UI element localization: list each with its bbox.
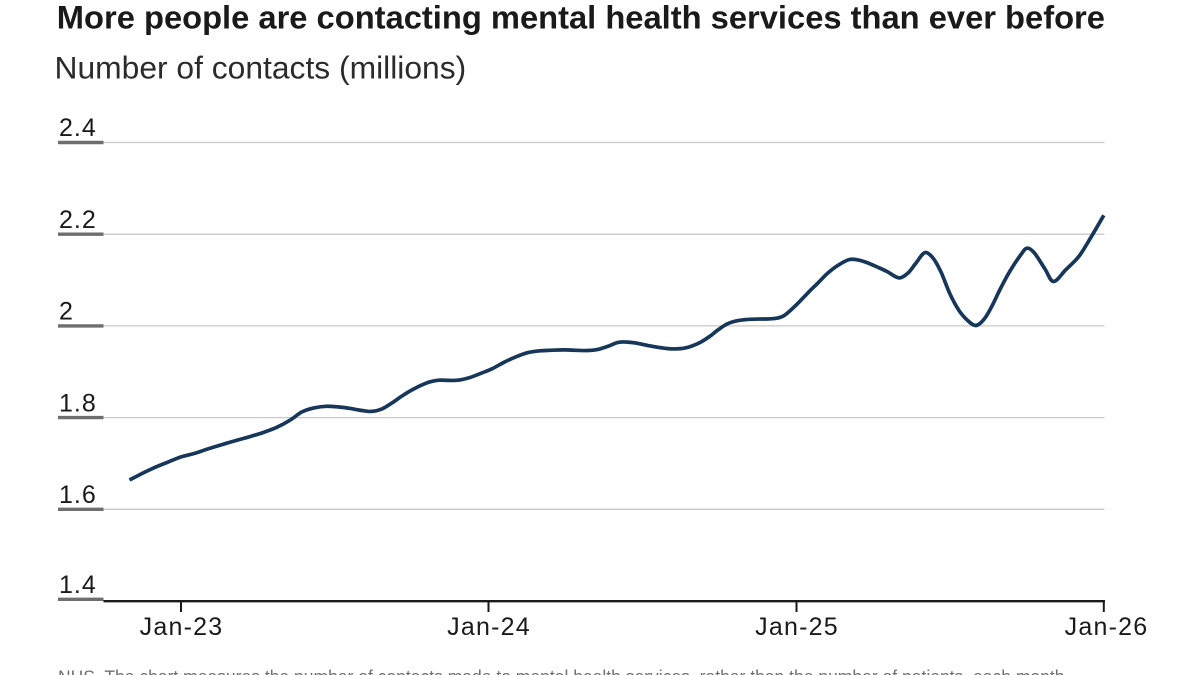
- svg-text:1.8: 1.8: [59, 389, 97, 417]
- svg-text:2: 2: [59, 298, 74, 326]
- svg-text:2.2: 2.2: [59, 206, 97, 234]
- svg-text:2.4: 2.4: [59, 114, 97, 142]
- svg-text:Number of contacts (millions): Number of contacts (millions): [55, 50, 467, 86]
- svg-text:Jan-25: Jan-25: [755, 613, 839, 641]
- svg-text:NHS. The chart measures the nu: NHS. The chart measures the number of co…: [58, 667, 1064, 675]
- svg-text:1.4: 1.4: [59, 571, 97, 599]
- svg-text:1.6: 1.6: [59, 481, 97, 509]
- svg-text:More people are contacting men: More people are contacting mental health…: [57, 0, 1105, 36]
- svg-text:Jan-24: Jan-24: [447, 613, 531, 641]
- svg-text:Jan-26: Jan-26: [1065, 613, 1149, 641]
- svg-text:Jan-23: Jan-23: [140, 613, 224, 641]
